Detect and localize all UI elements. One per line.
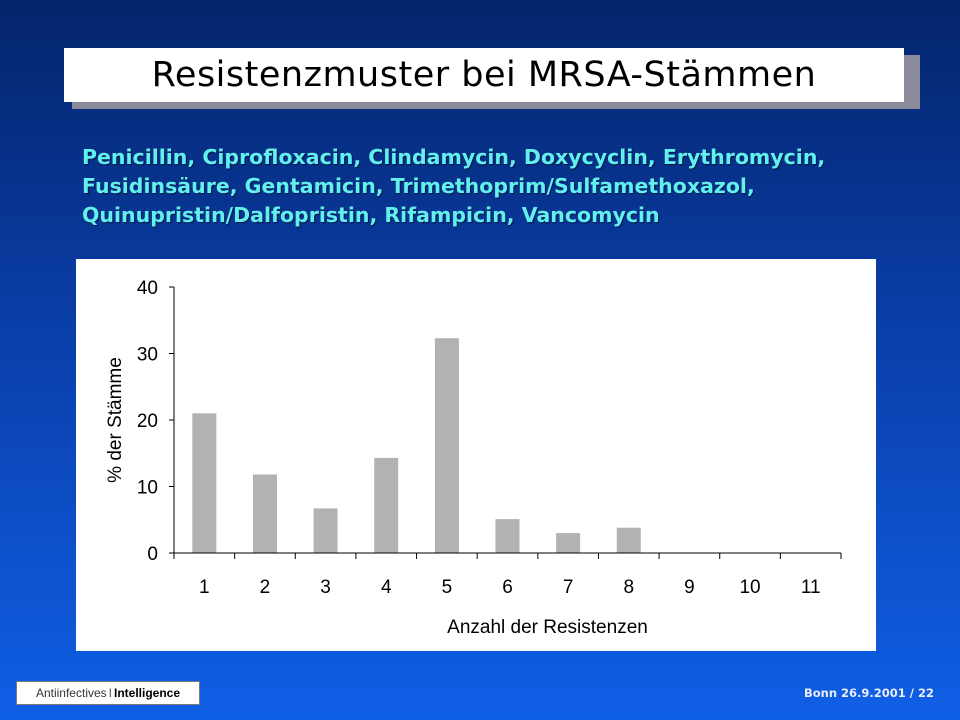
bar <box>616 527 641 553</box>
bar <box>495 519 520 553</box>
title-box: Resistenzmuster bei MRSA-Stämmen <box>64 48 904 102</box>
footer-brand: Antiinfectives I Intelligence <box>16 681 200 705</box>
x-tick-label: 1 <box>199 577 210 598</box>
brand-separator: I <box>108 686 112 700</box>
brand-part1: Antiinfectives <box>35 686 107 700</box>
x-tick-label: 11 <box>801 577 821 598</box>
x-tick-label: 7 <box>563 577 574 598</box>
y-tick-label: 20 <box>137 411 158 432</box>
bar <box>556 533 581 553</box>
bar <box>192 413 217 553</box>
antibiotics-line: Penicillin, Ciprofloxacin, Clindamycin, … <box>82 145 826 169</box>
y-tick-label: 10 <box>137 478 158 499</box>
bar <box>253 474 277 553</box>
bar <box>434 338 459 553</box>
chart-panel: 0 10 20 30 40 1 2 3 4 5 6 7 8 9 10 11 Anzahl der Resiste… <box>76 259 876 651</box>
antibiotics-list: Penicillin, Ciprofloxacin, Clindamycin, … <box>82 143 902 230</box>
footer-date-page: Bonn 26.9.2001 / 22 <box>804 686 934 700</box>
antibiotics-line: Quinupristin/Dalfopristin, Rifampicin, V… <box>82 203 660 227</box>
y-tick-label: 30 <box>137 345 158 366</box>
x-tick-label: 9 <box>684 577 695 598</box>
y-tick-label: 0 <box>147 544 158 565</box>
antibiotics-line: Fusidinsäure, Gentamicin, Trimethoprim/S… <box>82 174 755 198</box>
x-tick-label: 2 <box>260 577 271 598</box>
x-tick-label: 5 <box>442 577 453 598</box>
x-tick-label: 4 <box>381 577 392 598</box>
x-axis-title: Anzahl der Resistenzen <box>447 617 648 638</box>
footer-page-number: / 22 <box>909 686 934 700</box>
x-tick-label: 8 <box>623 577 634 598</box>
bar <box>313 508 338 553</box>
y-axis-title: % der Stämme <box>105 357 126 483</box>
footer-location-date: Bonn 26.9.2001 <box>803 686 906 700</box>
slide-title: Resistenzmuster bei MRSA-Stämmen <box>151 55 817 95</box>
resistance-bar-chart: 0 10 20 30 40 1 2 3 4 5 6 7 8 9 10 11 Anzahl der Resiste… <box>105 278 842 638</box>
bar <box>374 457 399 553</box>
x-tick-label: 3 <box>320 577 331 598</box>
x-tick-label: 10 <box>739 577 760 598</box>
x-tick-label: 6 <box>502 577 513 598</box>
brand-part2: Intelligence <box>114 686 181 700</box>
y-tick-label: 40 <box>137 278 158 299</box>
